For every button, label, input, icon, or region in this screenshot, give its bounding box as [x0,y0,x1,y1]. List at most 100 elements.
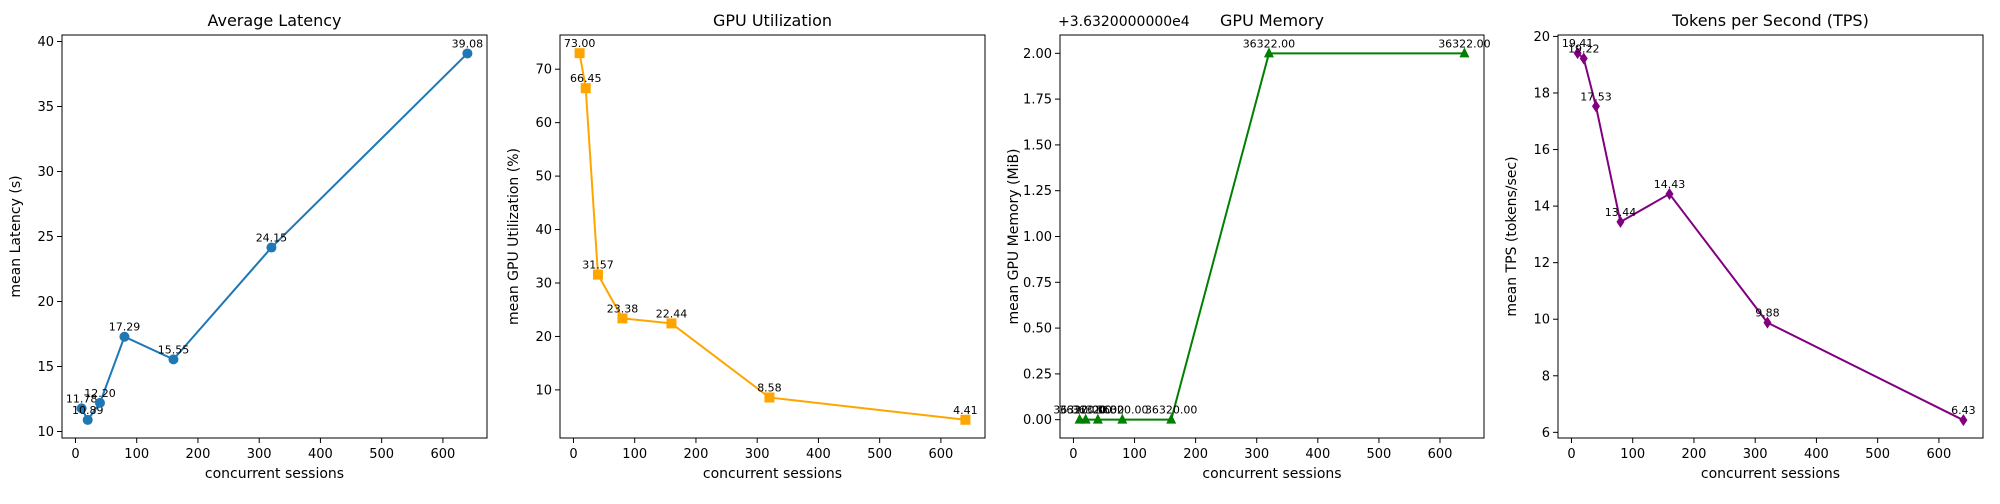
data-point [1166,413,1177,424]
data-point [592,269,603,280]
x-tick-label: 0 [1567,447,1575,462]
y-tick-label: 30 [535,277,552,292]
y-tick-label: 10 [37,425,54,440]
data-point [1080,413,1091,424]
chart-title: Average Latency [207,11,341,30]
x-tick-label: 0 [71,447,79,462]
x-tick-label: 200 [684,447,709,462]
y-tick-label: 0.50 [1023,322,1052,337]
data-label: 12.20 [84,387,116,400]
x-tick-label: 400 [1305,447,1330,462]
data-label: 22.44 [656,307,688,320]
y-tick-label: 10 [535,383,552,398]
chart-4: Tokens per Second (TPS) 0 100 200 300 400 500 6… [1504,11,1984,482]
y-tick-label: 0.25 [1023,367,1052,382]
x-axis-label: concurrent sessions [703,466,842,482]
x-tick-label: 300 [247,447,272,462]
data-label: 36320.00 [1072,404,1125,417]
y-tick-label: 14 [1533,200,1550,215]
plot-frame [1557,34,1984,439]
data-label: 36322.00 [1438,37,1491,50]
x-tick-label: 400 [806,447,831,462]
y-tick-label: 15 [37,360,54,375]
data-point [462,48,473,59]
x-tick-label: 0 [569,447,577,462]
data-point [1665,187,1674,200]
data-label: 19.41 [1562,37,1594,50]
data-point [1459,47,1470,58]
x-tick-label: 500 [1367,447,1392,462]
data-label: 36320.00 [1053,404,1106,417]
series-line [1576,52,1964,422]
data-point [1616,215,1625,228]
data-point [666,318,677,329]
data-point [960,414,971,425]
data-point [1117,413,1128,424]
data-point [119,331,130,342]
x-tick-label: 100 [1620,447,1645,462]
x-tick-label: 500 [369,447,394,462]
data-point [168,354,179,365]
y-tick-label: 18 [1533,86,1550,101]
series-line [578,52,966,421]
data-label: 9.88 [1755,307,1780,320]
plot-frame [61,34,488,439]
x-tick-label: 0 [1069,447,1077,462]
y-tick-label: 40 [535,223,552,238]
y-tick-label: 20 [1533,30,1550,45]
y-tick-label: 2.00 [1023,47,1052,62]
data-label: 6.43 [1951,404,1976,417]
data-label: 19.22 [1568,42,1600,55]
x-axis-label: concurrent sessions [1202,466,1341,482]
y-tick-label: 0.75 [1023,276,1052,291]
data-point [94,397,105,408]
data-label: 36320.00 [1059,404,1112,417]
x-tick-label: 100 [622,447,647,462]
data-point [266,242,277,253]
x-tick-label: 600 [1428,447,1453,462]
y-tick-label: 1.25 [1023,184,1052,199]
x-tick-label: 100 [1122,447,1147,462]
x-tick-label: 200 [1183,447,1208,462]
y-tick-label: 50 [535,170,552,185]
y-tick-label: 6 [1542,426,1550,441]
data-label: 39.08 [452,37,484,50]
data-label: 36320.00 [1145,404,1198,417]
y-axis-label: mean GPU Memory (MiB) [1006,148,1022,324]
y-axis-label: mean Latency (s) [8,175,24,297]
x-axis-label: concurrent sessions [1701,466,1840,482]
data-point [1573,47,1582,60]
x-axis-label: concurrent sessions [205,466,344,482]
y-tick-label: 30 [37,165,54,180]
x-tick-label: 600 [1926,447,1951,462]
data-label: 17.53 [1580,90,1612,103]
y-tick-label: 12 [1533,256,1550,271]
data-point [82,414,93,425]
data-point [617,313,628,324]
chart-title: GPU Utilization [713,11,832,30]
x-tick-label: 500 [867,447,892,462]
y-tick-label: 20 [37,295,54,310]
data-point [1591,100,1600,113]
x-tick-label: 500 [1865,447,1890,462]
data-point [1959,414,1968,427]
data-label: 36322.00 [1243,37,1296,50]
x-tick-label: 300 [1743,447,1768,462]
data-point [1263,47,1274,58]
x-tick-label: 100 [124,447,149,462]
x-tick-label: 400 [1804,447,1829,462]
y-tick-label: 40 [37,35,54,50]
data-label: 8.58 [757,381,782,394]
data-label: 13.44 [1605,206,1637,219]
plot-frame [559,34,986,439]
data-label: 17.29 [109,321,141,334]
data-label: 24.15 [256,232,288,245]
data-label: 36320.00 [1096,404,1149,417]
data-point [764,392,775,403]
y-tick-label: 1.00 [1023,230,1052,245]
data-point [574,48,585,59]
chart-title: Tokens per Second (TPS) [1671,11,1869,30]
data-label: 10.89 [72,404,104,417]
y-tick-label: 10 [1533,313,1550,328]
